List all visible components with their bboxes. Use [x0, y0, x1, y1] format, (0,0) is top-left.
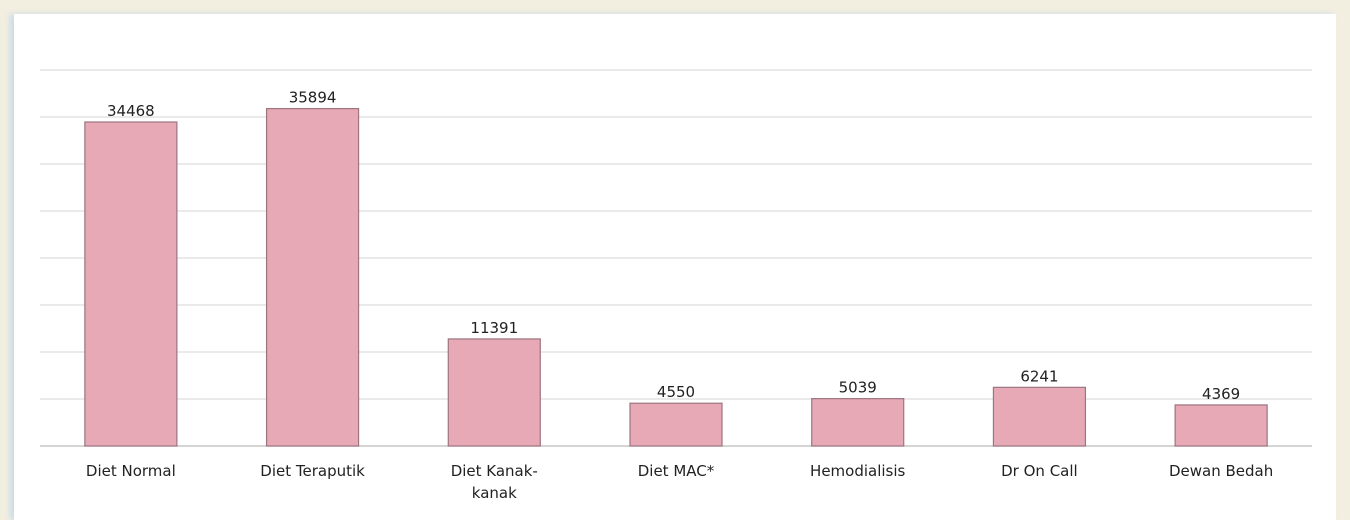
x-tick-label: Dr On Call [1001, 462, 1078, 480]
bar [447, 338, 541, 447]
bar [629, 402, 723, 447]
bar [811, 398, 905, 447]
x-tick-label: Diet Normal [85, 462, 176, 480]
data-label: 5039 [839, 379, 877, 397]
data-label: 35894 [289, 89, 337, 107]
x-tick-label: Diet Kanak-kanak [450, 462, 538, 502]
bar [992, 386, 1087, 447]
data-label: 6241 [1020, 367, 1058, 385]
data-label: 4550 [657, 383, 695, 401]
x-tick-label: Diet Teraputik [260, 462, 365, 480]
bar [1174, 404, 1268, 447]
bar [84, 121, 178, 447]
bar [265, 107, 360, 447]
data-label: 34468 [107, 102, 155, 120]
x-tick-label: Hemodialisis [810, 462, 906, 480]
x-tick-label: Dewan Bedah [1169, 462, 1274, 480]
data-label: 4369 [1202, 385, 1240, 403]
data-label: 11391 [470, 319, 518, 337]
x-tick-label: Diet MAC* [637, 462, 715, 480]
